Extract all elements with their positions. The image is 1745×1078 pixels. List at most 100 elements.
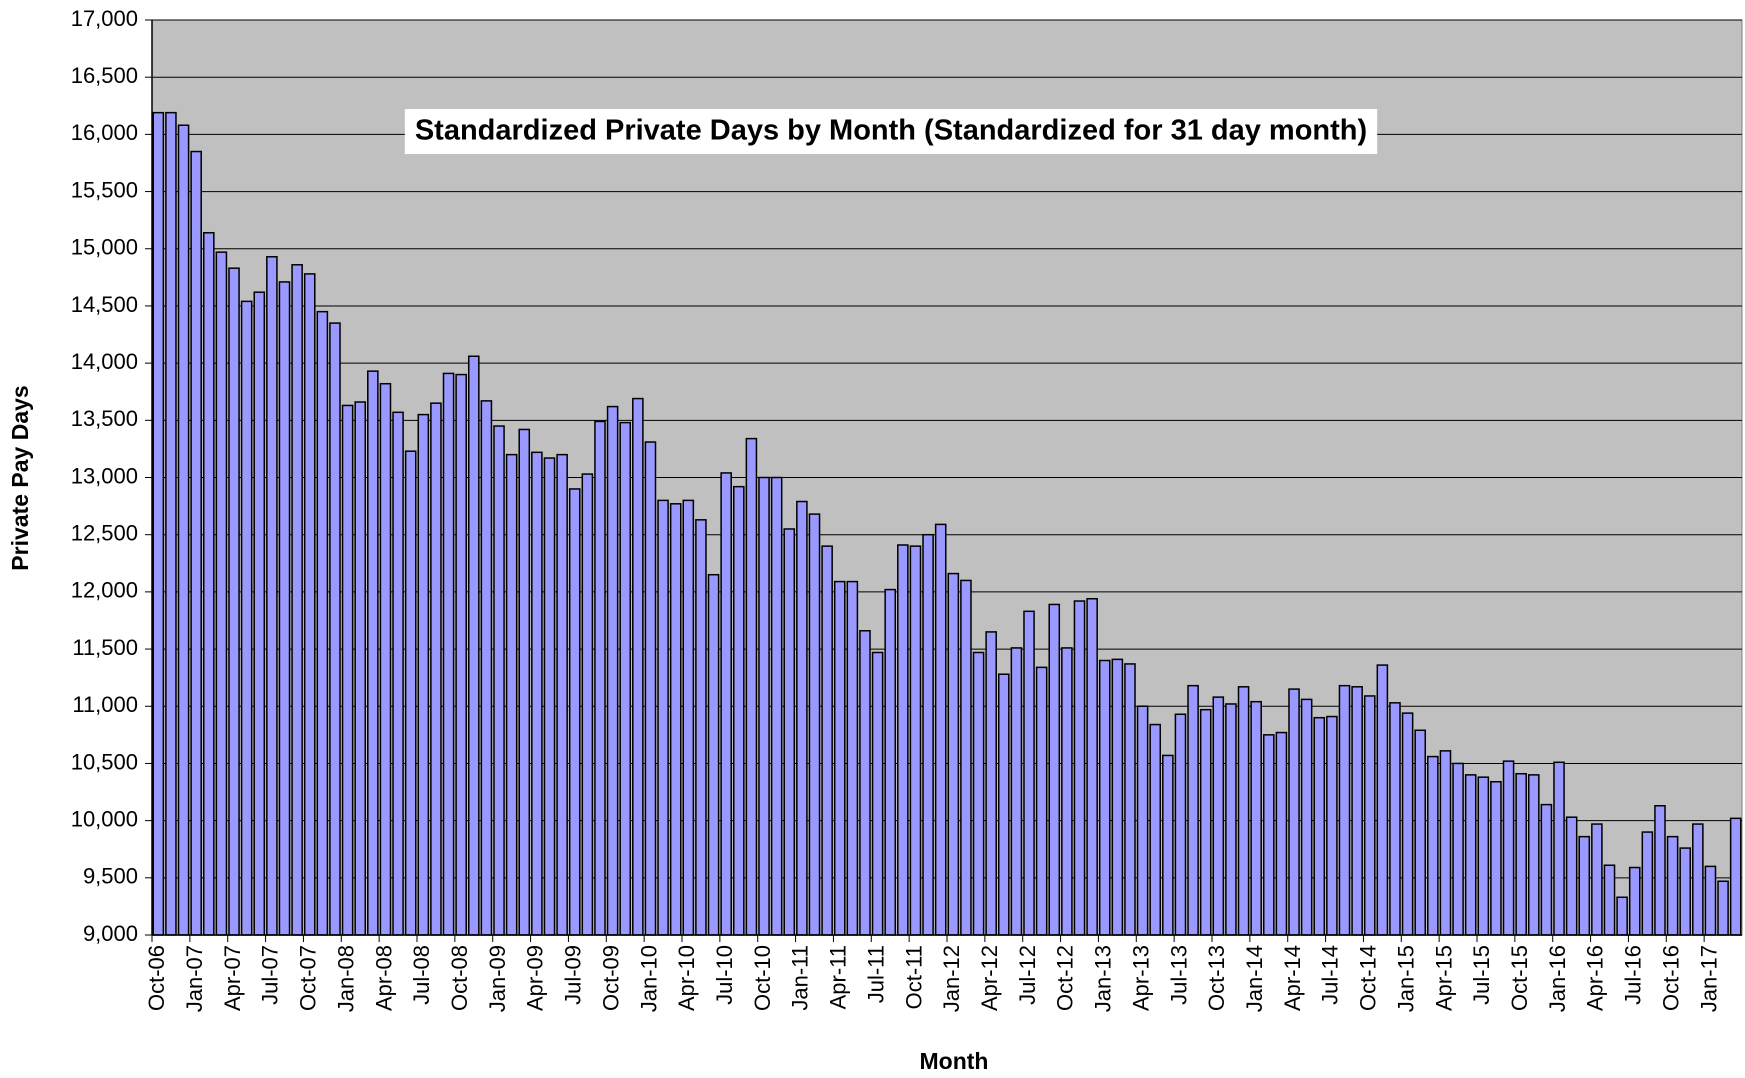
bar xyxy=(606,405,619,936)
x-tick-label: Apr-10 xyxy=(674,945,699,1011)
bar xyxy=(202,231,215,936)
bar xyxy=(543,457,556,936)
bar xyxy=(1679,847,1692,936)
bar xyxy=(1237,686,1250,936)
bar xyxy=(897,544,909,936)
x-tick-label: Jul-13 xyxy=(1166,945,1191,1005)
bar xyxy=(833,580,846,936)
x-tick-label: Oct-14 xyxy=(1356,945,1381,1011)
x-tick-label: Apr-12 xyxy=(977,945,1002,1011)
x-tick-label: Jul-15 xyxy=(1469,945,1494,1005)
x-tick-label: Oct-15 xyxy=(1507,945,1532,1011)
x-tick-label: Jul-11 xyxy=(863,945,888,1003)
bar xyxy=(695,519,707,936)
bar xyxy=(808,513,821,936)
x-tick-label: Jan-08 xyxy=(333,945,358,1012)
bar xyxy=(1023,610,1035,936)
bar xyxy=(859,630,871,936)
chart-title: Standardized Private Days by Month (Stan… xyxy=(415,115,1367,147)
bar xyxy=(632,397,644,936)
bar xyxy=(1149,723,1162,936)
bar xyxy=(1628,866,1641,936)
bar xyxy=(341,404,354,936)
x-tick-label: Apr-16 xyxy=(1583,945,1608,1011)
bar xyxy=(1704,865,1717,936)
x-tick-label: Jan-10 xyxy=(636,945,661,1012)
y-axis-title: Private Pay Days xyxy=(7,385,33,570)
bar xyxy=(1363,695,1376,936)
bar xyxy=(1035,666,1048,936)
bar xyxy=(392,411,404,936)
x-tick-label: Apr-13 xyxy=(1128,945,1153,1011)
bar xyxy=(493,425,505,936)
bar xyxy=(240,300,253,936)
y-tick-label: 15,500 xyxy=(71,177,138,202)
y-tick-label: 12,000 xyxy=(71,578,138,603)
bar xyxy=(1654,805,1666,936)
bar xyxy=(1376,664,1389,936)
x-tick-label: Oct-06 xyxy=(144,945,169,1011)
bar xyxy=(1351,686,1363,936)
y-tick-label: 10,500 xyxy=(71,749,138,774)
bar xyxy=(1717,880,1729,936)
x-tick-label: Jul-10 xyxy=(712,945,737,1005)
bar xyxy=(1250,700,1262,936)
bar xyxy=(1288,688,1300,936)
bar xyxy=(1061,647,1073,936)
bar xyxy=(190,150,202,936)
bar xyxy=(682,499,695,936)
bar xyxy=(215,251,228,936)
bar xyxy=(556,453,568,936)
bar xyxy=(379,382,392,936)
bar xyxy=(1313,716,1326,936)
bar xyxy=(152,111,165,936)
bar xyxy=(480,400,493,936)
bar xyxy=(1591,823,1603,936)
bar xyxy=(1048,603,1061,936)
x-tick-label: Oct-09 xyxy=(598,945,623,1011)
x-tick-label: Jul-16 xyxy=(1621,945,1646,1005)
bar xyxy=(821,545,833,936)
bar xyxy=(1010,647,1023,936)
bar xyxy=(947,572,960,936)
bar xyxy=(1616,896,1628,936)
y-tick-label: 16,000 xyxy=(71,120,138,145)
bar xyxy=(783,528,796,936)
bar xyxy=(430,402,442,936)
title-box xyxy=(404,109,1378,154)
bar xyxy=(1527,774,1540,936)
bar xyxy=(1603,864,1616,936)
bar xyxy=(228,267,240,936)
x-tick-label: Jul-09 xyxy=(561,945,586,1005)
bar xyxy=(455,373,467,936)
bar xyxy=(707,573,720,936)
x-tick-label: Apr-11 xyxy=(826,945,851,1009)
x-tick-label: Jan-15 xyxy=(1393,945,1418,1012)
bar xyxy=(1326,715,1338,936)
bar xyxy=(1389,702,1401,936)
bar xyxy=(1692,823,1704,936)
x-tick-label: Apr-07 xyxy=(220,945,245,1011)
bar xyxy=(732,485,745,936)
bar xyxy=(1162,754,1174,936)
bar xyxy=(1225,703,1237,936)
x-tick-label: Jan-11 xyxy=(788,945,813,1011)
bar xyxy=(278,281,291,936)
bar xyxy=(846,580,859,936)
y-tick-label: 17,000 xyxy=(71,6,138,31)
bar xyxy=(1300,698,1313,936)
bar xyxy=(467,355,480,936)
bar xyxy=(329,322,341,936)
bar xyxy=(1136,705,1149,936)
bar xyxy=(1212,696,1225,936)
bar xyxy=(1490,780,1502,936)
bar xyxy=(909,545,922,936)
x-tick-label: Apr-08 xyxy=(371,945,396,1011)
bar xyxy=(442,372,455,936)
bar xyxy=(1565,816,1578,936)
bar xyxy=(1439,750,1452,936)
bar xyxy=(518,428,531,936)
bar xyxy=(669,503,682,936)
bar xyxy=(745,437,758,936)
